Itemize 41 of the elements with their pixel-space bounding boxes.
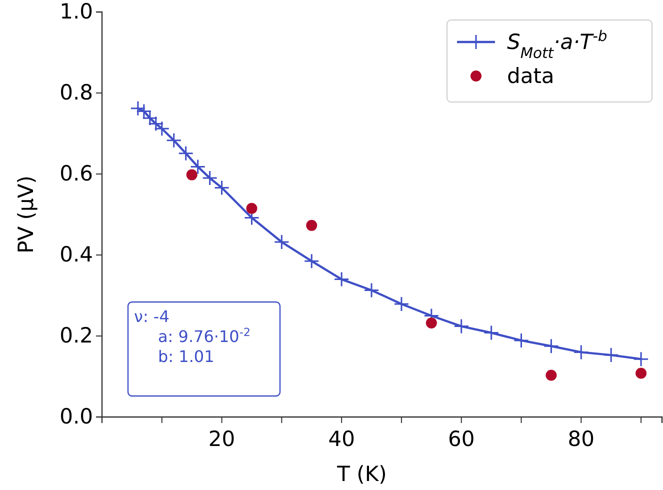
point (166, 132, 182, 148)
point (178, 146, 194, 162)
x-tick-label: 20 (208, 426, 236, 451)
point (426, 318, 437, 329)
y-tick-label: 0.4 (60, 242, 93, 267)
point (334, 272, 350, 288)
y-tick-label: 0.0 (60, 404, 93, 429)
x-tick-label: 80 (568, 426, 595, 451)
point (484, 325, 500, 341)
y-tick-label: 1.0 (60, 0, 93, 24)
point (246, 202, 258, 214)
point (636, 368, 647, 379)
legend-label: data (507, 64, 554, 88)
legend-label: S$_{Mott}$·a·T$^{-b}$ (507, 28, 608, 62)
x-axis-title: T (K) (336, 462, 387, 486)
point (514, 332, 529, 348)
y-tick-label: 0.2 (60, 324, 93, 348)
annotation: ν: -4 (134, 307, 170, 326)
point (186, 169, 198, 180)
point (546, 370, 557, 381)
point (274, 234, 290, 250)
annotation: a: 9.76·10$^{-2}$ (158, 326, 251, 346)
annotation: b: 1.01 (158, 347, 214, 366)
point (364, 282, 380, 298)
point (214, 180, 230, 196)
point (306, 220, 318, 231)
point (454, 318, 470, 334)
x-tick-label: 40 (328, 426, 355, 451)
point (543, 338, 559, 354)
point (190, 158, 206, 174)
point (202, 170, 218, 186)
y-tick-label: 0.8 (60, 80, 93, 105)
point (130, 100, 146, 116)
point (394, 296, 410, 312)
y-tick-label: 0.6 (60, 162, 93, 186)
point (304, 253, 320, 269)
y-axis-title: PV (μV) (14, 176, 38, 254)
point (573, 344, 589, 360)
point (633, 351, 649, 367)
x-tick-label: 60 (448, 426, 475, 451)
point (603, 347, 619, 363)
